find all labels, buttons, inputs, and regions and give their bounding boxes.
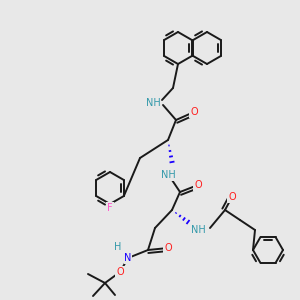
Text: NH: NH xyxy=(160,170,175,180)
Text: F: F xyxy=(107,203,113,213)
Text: H: H xyxy=(114,242,122,252)
Text: O: O xyxy=(194,180,202,190)
Text: NH: NH xyxy=(190,225,206,235)
Text: NH: NH xyxy=(146,98,160,108)
Text: O: O xyxy=(164,243,172,253)
Text: O: O xyxy=(190,107,198,117)
Text: O: O xyxy=(228,192,236,202)
Text: N: N xyxy=(124,253,132,263)
Text: O: O xyxy=(116,267,124,277)
